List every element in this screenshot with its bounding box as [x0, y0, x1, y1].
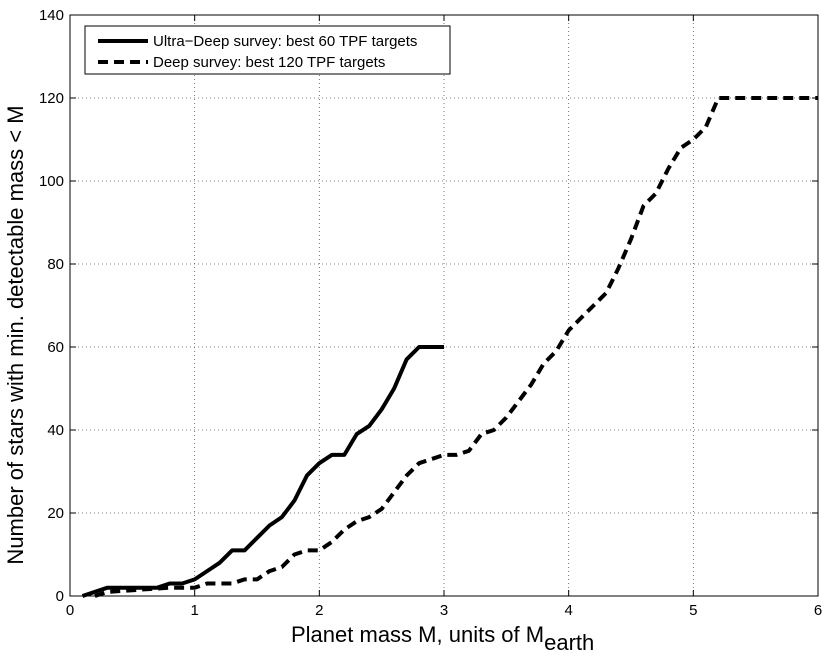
y-axis-label: Number of stars with min. detectable mas… — [3, 105, 28, 564]
legend-label-deep: Deep survey: best 120 TPF targets — [153, 54, 385, 71]
x-axis-label: Planet mass M, units of Mearth — [291, 622, 594, 655]
grid — [70, 15, 818, 596]
legend: Ultra−Deep survey: best 60 TPF targets D… — [84, 25, 451, 75]
legend-box — [84, 25, 451, 75]
x-axis-label-subscript: earth — [544, 630, 594, 655]
x-tick-label: 5 — [689, 602, 697, 619]
y-tick-label: 80 — [47, 256, 64, 273]
series-line-deep — [94, 96, 818, 598]
x-tick-label: 3 — [440, 602, 448, 619]
y-tick-label: 60 — [47, 339, 64, 356]
y-tick-label: 40 — [47, 422, 64, 439]
y-tick-label: 140 — [39, 7, 64, 24]
y-tick-label: 0 — [56, 588, 64, 605]
y-tick-label: 100 — [39, 173, 64, 190]
series-layer — [81, 96, 818, 598]
x-tick-label: 4 — [564, 602, 572, 619]
x-tick-label: 0 — [66, 602, 74, 619]
legend-label-ultra-deep: Ultra−Deep survey: best 60 TPF targets — [153, 33, 417, 50]
x-tick-label: 6 — [814, 602, 822, 619]
x-axis-label-main: Planet mass M, units of M — [291, 622, 544, 647]
series-line-ultra-deep — [81, 345, 444, 598]
y-tick-label: 20 — [47, 505, 64, 522]
y-tick-label: 120 — [39, 90, 64, 107]
x-tick-label: 1 — [190, 602, 198, 619]
x-tick-label: 2 — [315, 602, 323, 619]
